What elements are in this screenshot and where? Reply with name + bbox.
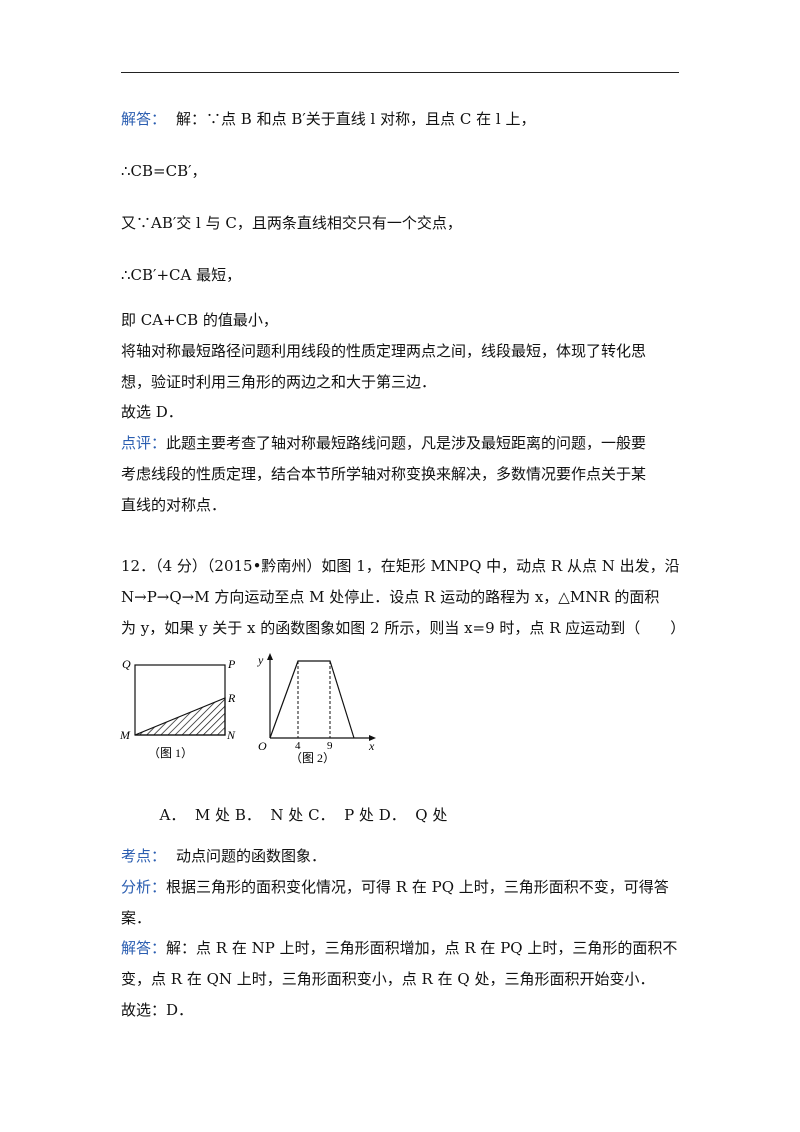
figure-1-rectangle: Q P R M N （图 1）	[119, 657, 236, 760]
question-12-line-1: 12．（4 分）（2015•黔南州）如图 1，在矩形 MNPQ 中，动点 R 从…	[121, 557, 680, 575]
comment-line-3: 直线的对称点．	[121, 496, 227, 514]
option-b: B． N 处	[234, 806, 304, 824]
key-point-line: 考点： 动点问题的函数图象．	[121, 847, 327, 865]
header-rule	[121, 72, 679, 73]
label-m: M	[119, 728, 131, 742]
question-12-line-2: N→P→Q→M 方向运动至点 M 处停止．设点 R 运动的路程为 x，△MNR …	[121, 588, 660, 606]
label-origin: O	[258, 739, 267, 753]
question-12-line-3: 为 y，如果 y 关于 x 的函数图象如图 2 所示，则当 x=9 时，点 R …	[121, 619, 686, 637]
solution-line-4: ∴CB′+CA 最短，	[121, 266, 242, 284]
label-q: Q	[122, 657, 131, 671]
key-point-tag: 考点：	[121, 847, 167, 865]
figure-2-caption: （图 2）	[290, 751, 335, 765]
analysis-line-2: 案．	[121, 909, 152, 927]
figure-2-graph: y x O 4 9 （图 2）	[257, 653, 376, 765]
solution-line-2: ∴CB=CB′，	[121, 162, 207, 180]
label-r: R	[227, 691, 236, 705]
label-p: P	[227, 657, 236, 671]
answer-line-3: 故选：D．	[121, 1001, 194, 1019]
label-x: x	[368, 739, 375, 753]
answer-options: A． M 处 B． N 处 C． P 处 D． Q 处	[150, 786, 448, 825]
label-n: N	[226, 728, 236, 742]
tick-4: 4	[295, 740, 301, 752]
solution-line-5: 即 CA+CB 的值最小，	[121, 311, 278, 329]
tick-9: 9	[327, 740, 333, 752]
option-a: A． M 处	[159, 806, 231, 824]
comment-line-1: 点评：此题主要考查了轴对称最短路线问题，凡是涉及最短距离的问题，一般要	[121, 434, 647, 452]
answer-line-2: 变，点 R 在 QN 上时，三角形面积变小，点 R 在 Q 处，三角形面积开始变…	[121, 970, 655, 988]
solution-line-6: 将轴对称最短路径问题利用线段的性质定理两点之间，线段最短，体现了转化思	[121, 342, 647, 360]
x-axis-arrow	[369, 735, 376, 741]
solution-line-7: 想，验证时利用三角形的两边之和大于第三边．	[121, 373, 437, 391]
answer-tag: 解答：	[121, 939, 167, 957]
solution-line-8: 故选 D．	[121, 403, 183, 421]
label-y: y	[257, 653, 264, 667]
option-d: D． Q 处	[378, 806, 448, 824]
comment-tag: 点评：	[121, 434, 167, 452]
area-function-graph	[269, 660, 355, 739]
triangle-mnr-shaded	[134, 697, 226, 736]
option-c: C． P 处	[308, 806, 374, 824]
analysis-line-1: 分析：根据三角形的面积变化情况，可得 R 在 PQ 上时，三角形面积不变，可得答	[121, 878, 669, 896]
y-axis-arrow	[267, 653, 273, 660]
answer-line-1: 解答：解：点 R 在 NP 上时，三角形面积增加，点 R 在 PQ 上时，三角形…	[121, 939, 678, 957]
comment-line-2: 考虑线段的性质定理，结合本节所学轴对称变换来解决，多数情况要作点关于某	[121, 465, 647, 483]
solution-line-3: 又∵AB′交 l 与 C，且两条直线相交只有一个交点，	[121, 214, 462, 232]
solution-tag: 解答：	[121, 110, 167, 128]
analysis-tag: 分析：	[121, 878, 167, 896]
figure-1-caption: （图 1）	[148, 746, 193, 760]
solution-line-1: 解答： 解：∵点 B 和点 B′关于直线 l 对称，且点 C 在 l 上，	[121, 110, 536, 128]
